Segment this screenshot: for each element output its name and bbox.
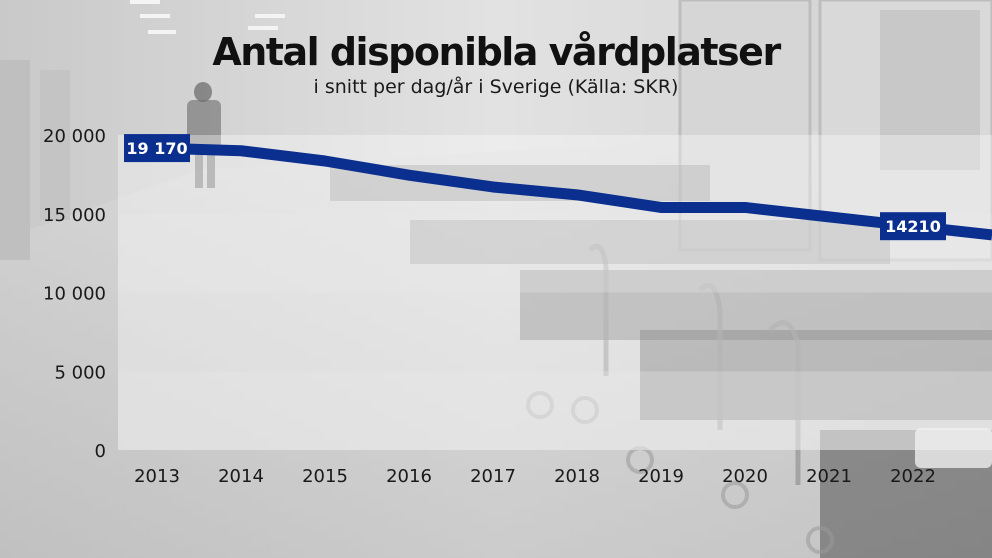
x-tick-label: 2017 (470, 466, 516, 487)
grid-band (118, 213, 992, 293)
series-lines (125, 141, 992, 241)
x-tick-label: 2022 (890, 466, 936, 487)
y-tick-label: 15 000 (43, 205, 106, 226)
data-label-text: 19 170 (126, 139, 187, 158)
grid-band (118, 371, 992, 450)
x-tick-label: 2021 (806, 466, 852, 487)
grid-bands (118, 135, 992, 450)
y-tick-label: 10 000 (43, 284, 106, 305)
y-tick-label: 5 000 (54, 362, 106, 383)
y-axis: 0 5 000 10 000 15 000 20 000 (43, 126, 106, 462)
x-tick-label: 2016 (386, 466, 432, 487)
data-label: 14210 (880, 212, 946, 241)
data-labels: 19 170 14210 (124, 134, 946, 241)
data-label-box (124, 134, 190, 163)
x-axis: 2013 2014 2015 2016 2017 2018 2019 2020 2021 2022 (134, 466, 936, 487)
data-label-text: 14210 (885, 217, 941, 236)
chart-title: Antal disponibla vårdplatser (212, 30, 781, 74)
data-label: 19 170 (124, 134, 190, 163)
x-tick-label: 2018 (554, 466, 600, 487)
x-tick-label: 2013 (134, 466, 180, 487)
x-tick-label: 2020 (722, 466, 768, 487)
chart-subtitle: i snitt per dag/år i Sverige (Källa: SKR… (313, 76, 679, 98)
series-line (125, 141, 992, 241)
grid-band (118, 292, 992, 372)
x-tick-label: 2015 (302, 466, 348, 487)
y-tick-label: 0 (95, 441, 106, 462)
x-tick-label: 2019 (638, 466, 684, 487)
data-label-box (880, 212, 946, 241)
y-tick-label: 20 000 (43, 126, 106, 147)
x-tick-label: 2014 (218, 466, 264, 487)
